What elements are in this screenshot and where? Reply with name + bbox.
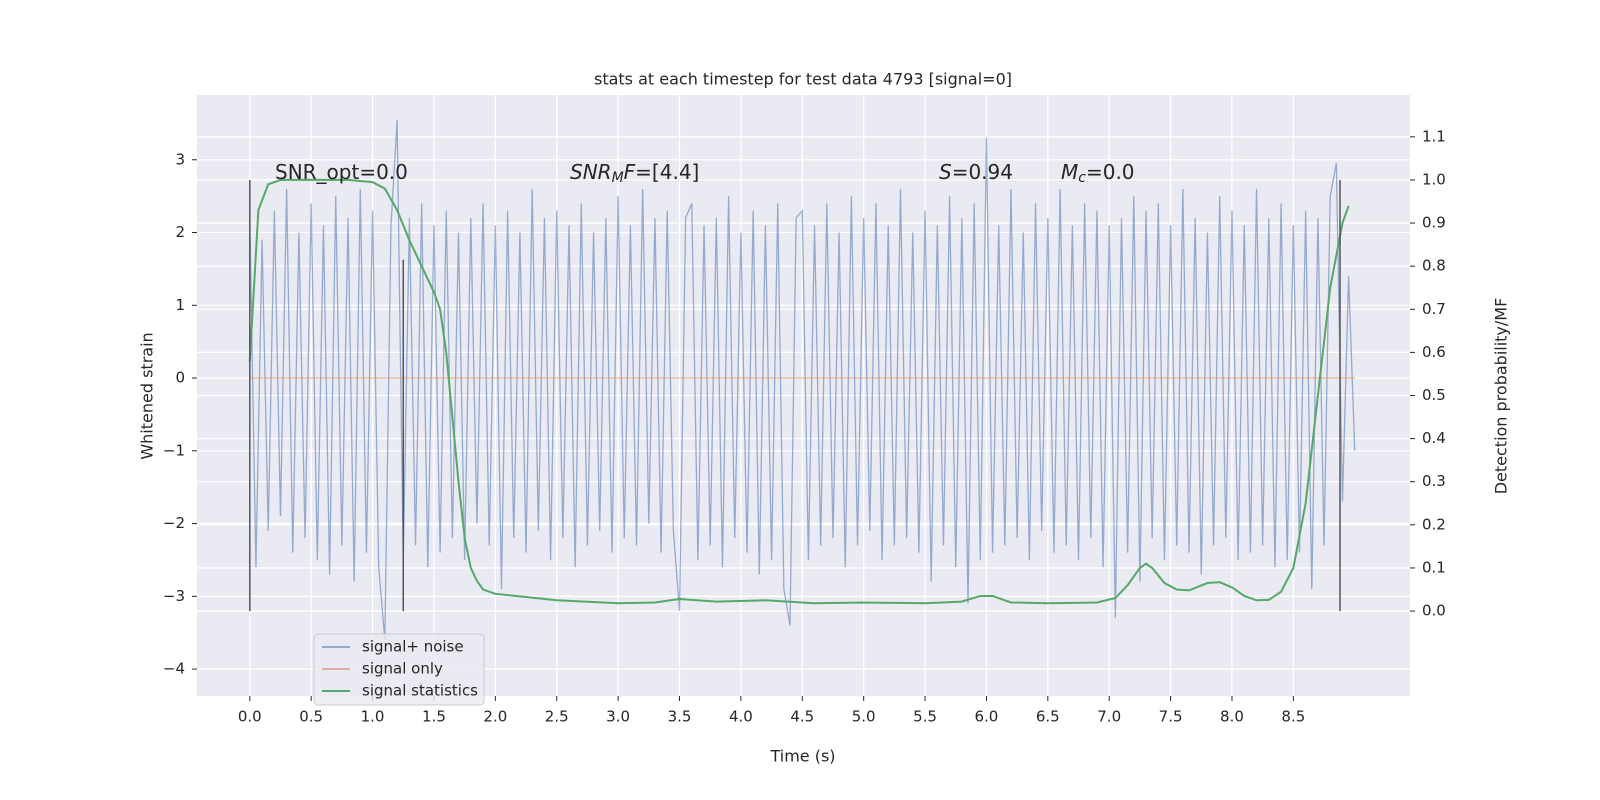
annotation-part: SNR_opt=0.0 <box>275 160 408 184</box>
y-tick-label: −2 <box>163 514 185 532</box>
annotation-part: M <box>612 170 624 186</box>
x-tick-label: 8.0 <box>1220 708 1244 726</box>
annotation: SNRMF=[4.4] <box>570 160 699 187</box>
x-tick-label: 5.5 <box>913 708 937 726</box>
x-tick-label: 5.0 <box>852 708 876 726</box>
series-line <box>248 178 1350 605</box>
y-tick-label: −4 <box>163 660 185 678</box>
x-tick-label: 2.5 <box>545 708 569 726</box>
y-tick-label: 2 <box>175 223 185 241</box>
annotation-part: SNR <box>570 160 612 184</box>
y2-tick-label: 1.0 <box>1422 170 1446 188</box>
annotation-part: =0.0 <box>1086 160 1135 184</box>
y2-tick-label: 0.0 <box>1422 602 1446 620</box>
x-tick-label: 3.5 <box>668 708 692 726</box>
y-tick-label: 3 <box>175 150 185 168</box>
y2-tick-label: 0.4 <box>1422 429 1446 447</box>
y2-axis-label: Detection probability/MF <box>1492 298 1511 495</box>
x-tick-label: 8.5 <box>1281 708 1305 726</box>
y2-tick-label: 0.1 <box>1422 558 1446 576</box>
y2-tick-label: 0.8 <box>1422 257 1446 275</box>
annotation-part: =[4.4] <box>635 160 699 184</box>
annotation: SNR_opt=0.0 <box>275 160 408 184</box>
x-tick-label: 1.5 <box>422 708 446 726</box>
annotation-part: F <box>624 160 636 184</box>
annotation-part: S <box>939 160 952 184</box>
series-line <box>249 119 1356 641</box>
chart-title: stats at each timestep for test data 479… <box>594 70 1012 89</box>
y-axis-label: Whitened strain <box>138 332 157 459</box>
x-tick-label: 1.0 <box>361 708 385 726</box>
y2-tick-label: 0.3 <box>1422 472 1446 490</box>
y-tick-label: 0 <box>175 369 185 387</box>
x-tick-label: 6.0 <box>975 708 999 726</box>
legend-box <box>313 633 485 706</box>
x-tick-label: 7.5 <box>1159 708 1183 726</box>
x-axis-label: Time (s) <box>769 747 835 766</box>
legend-label: signal statistics <box>362 682 478 700</box>
x-tick-label: 2.0 <box>483 708 507 726</box>
annotation-part: M <box>1061 160 1078 184</box>
y2-tick-label: 0.7 <box>1422 300 1446 318</box>
y-tick-label: −3 <box>163 587 185 605</box>
x-tick-label: 4.5 <box>790 708 814 726</box>
x-tick-label: 3.0 <box>606 708 630 726</box>
y-tick-label: −1 <box>163 441 185 459</box>
x-tick-label: 0.0 <box>238 708 262 726</box>
y2-tick-label: 0.2 <box>1422 515 1446 533</box>
x-tick-label: 4.0 <box>729 708 753 726</box>
annotation: S=0.94 <box>939 160 1013 184</box>
y2-tick-label: 1.1 <box>1422 127 1446 145</box>
x-tick-label: 7.0 <box>1097 708 1121 726</box>
annotation-part: c <box>1078 170 1086 186</box>
legend-label: signal+ noise <box>362 638 464 656</box>
y2-tick-label: 0.6 <box>1422 343 1446 361</box>
legend-label: signal only <box>362 660 443 678</box>
annotation: Mc=0.0 <box>1061 160 1135 187</box>
annotation-part: =0.94 <box>952 160 1013 184</box>
y2-tick-label: 0.5 <box>1422 386 1446 404</box>
y-tick-label: 1 <box>175 296 185 314</box>
x-tick-label: 6.5 <box>1036 708 1060 726</box>
y2-tick-label: 0.9 <box>1422 214 1446 232</box>
x-tick-label: 0.5 <box>299 708 323 726</box>
